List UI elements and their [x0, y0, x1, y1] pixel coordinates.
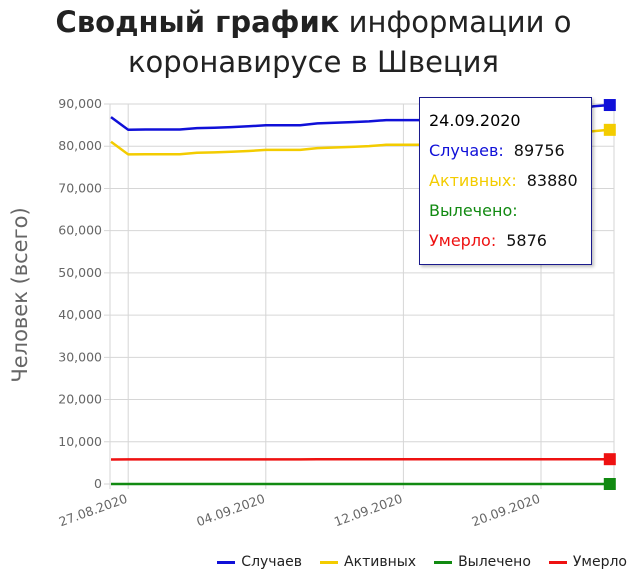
legend-label-active: Активных: [344, 554, 417, 570]
highlight-marker: [603, 453, 616, 466]
tooltip-deaths-row: Умерло: 5876: [429, 229, 591, 259]
y-tick-label: 90,000: [58, 96, 102, 111]
tooltip-active-value: 83880: [526, 171, 578, 190]
y-tick-label: 0: [94, 476, 102, 491]
legend-item-cases[interactable]: Случаев: [217, 554, 302, 570]
tooltip-active-label: Активных:: [429, 171, 517, 190]
legend-swatch-recovered: [434, 560, 453, 564]
tooltip-deaths-label: Умерло:: [429, 231, 497, 250]
y-tick-label: 80,000: [58, 138, 102, 153]
legend-swatch-cases: [217, 560, 236, 564]
x-tick-label: 12.09.2020: [332, 491, 404, 530]
tooltip-recovered-row: Вылечено:: [429, 199, 591, 229]
y-tick-label: 10,000: [58, 434, 102, 449]
y-tick-label: 20,000: [58, 392, 102, 407]
tooltip-recovered-label: Вылечено:: [429, 201, 518, 220]
y-tick-label: 50,000: [58, 265, 102, 280]
legend-label-recovered: Вылечено: [458, 554, 531, 570]
legend-item-recovered[interactable]: Вылечено: [434, 554, 531, 570]
chart-title: Сводный график информации о коронавирусе…: [55, 5, 572, 79]
tooltip-cases-value: 89756: [513, 141, 565, 160]
y-tick-label: 40,000: [58, 307, 102, 322]
tooltip-date: 24.09.2020: [429, 111, 521, 130]
y-tick-label: 70,000: [58, 180, 102, 195]
tooltip-active-row: Активных: 83880: [429, 169, 591, 199]
legend-label-deaths: Умерло: [572, 554, 627, 570]
tooltip: 24.09.2020 Случаев: 89756 Активных: 83880 …: [419, 97, 592, 265]
highlight-marker: [603, 99, 616, 112]
tooltip-deaths-value: 5876: [506, 231, 547, 250]
x-tick-label: 04.09.2020: [194, 491, 266, 530]
y-axis-label: Человек (всего): [8, 207, 32, 382]
legend-item-deaths[interactable]: Умерло: [548, 554, 627, 570]
legend-label-cases: Случаев: [241, 554, 303, 570]
tooltip-cases-row: Случаев: 89756: [429, 139, 591, 169]
x-tick-label: 20.09.2020: [470, 491, 542, 530]
x-tick-label: 27.08.2020: [57, 491, 129, 530]
y-tick-label: 30,000: [58, 349, 102, 364]
marker-layer: [603, 99, 616, 490]
highlight-marker: [603, 478, 616, 490]
tooltip-cases-label: Случаев:: [429, 141, 504, 160]
y-tick-label: 60,000: [58, 223, 102, 238]
highlight-marker: [603, 123, 616, 136]
legend-swatch-deaths: [548, 560, 567, 564]
legend-item-active[interactable]: Активных: [320, 554, 416, 570]
legend-swatch-active: [320, 560, 339, 564]
legend: Случаев Активных Вылечено Умерло: [217, 554, 627, 570]
